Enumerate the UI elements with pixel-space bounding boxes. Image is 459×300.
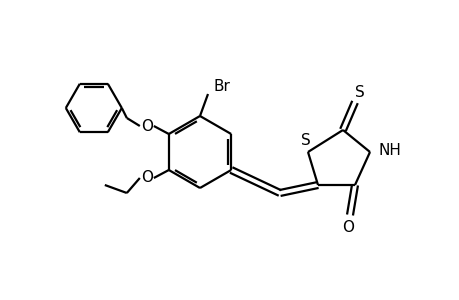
- Text: O: O: [140, 170, 152, 185]
- Text: NH: NH: [378, 142, 401, 158]
- Text: S: S: [301, 133, 310, 148]
- Text: O: O: [341, 220, 353, 236]
- Text: O: O: [140, 118, 152, 134]
- Text: S: S: [354, 85, 364, 100]
- Text: Br: Br: [213, 79, 230, 94]
